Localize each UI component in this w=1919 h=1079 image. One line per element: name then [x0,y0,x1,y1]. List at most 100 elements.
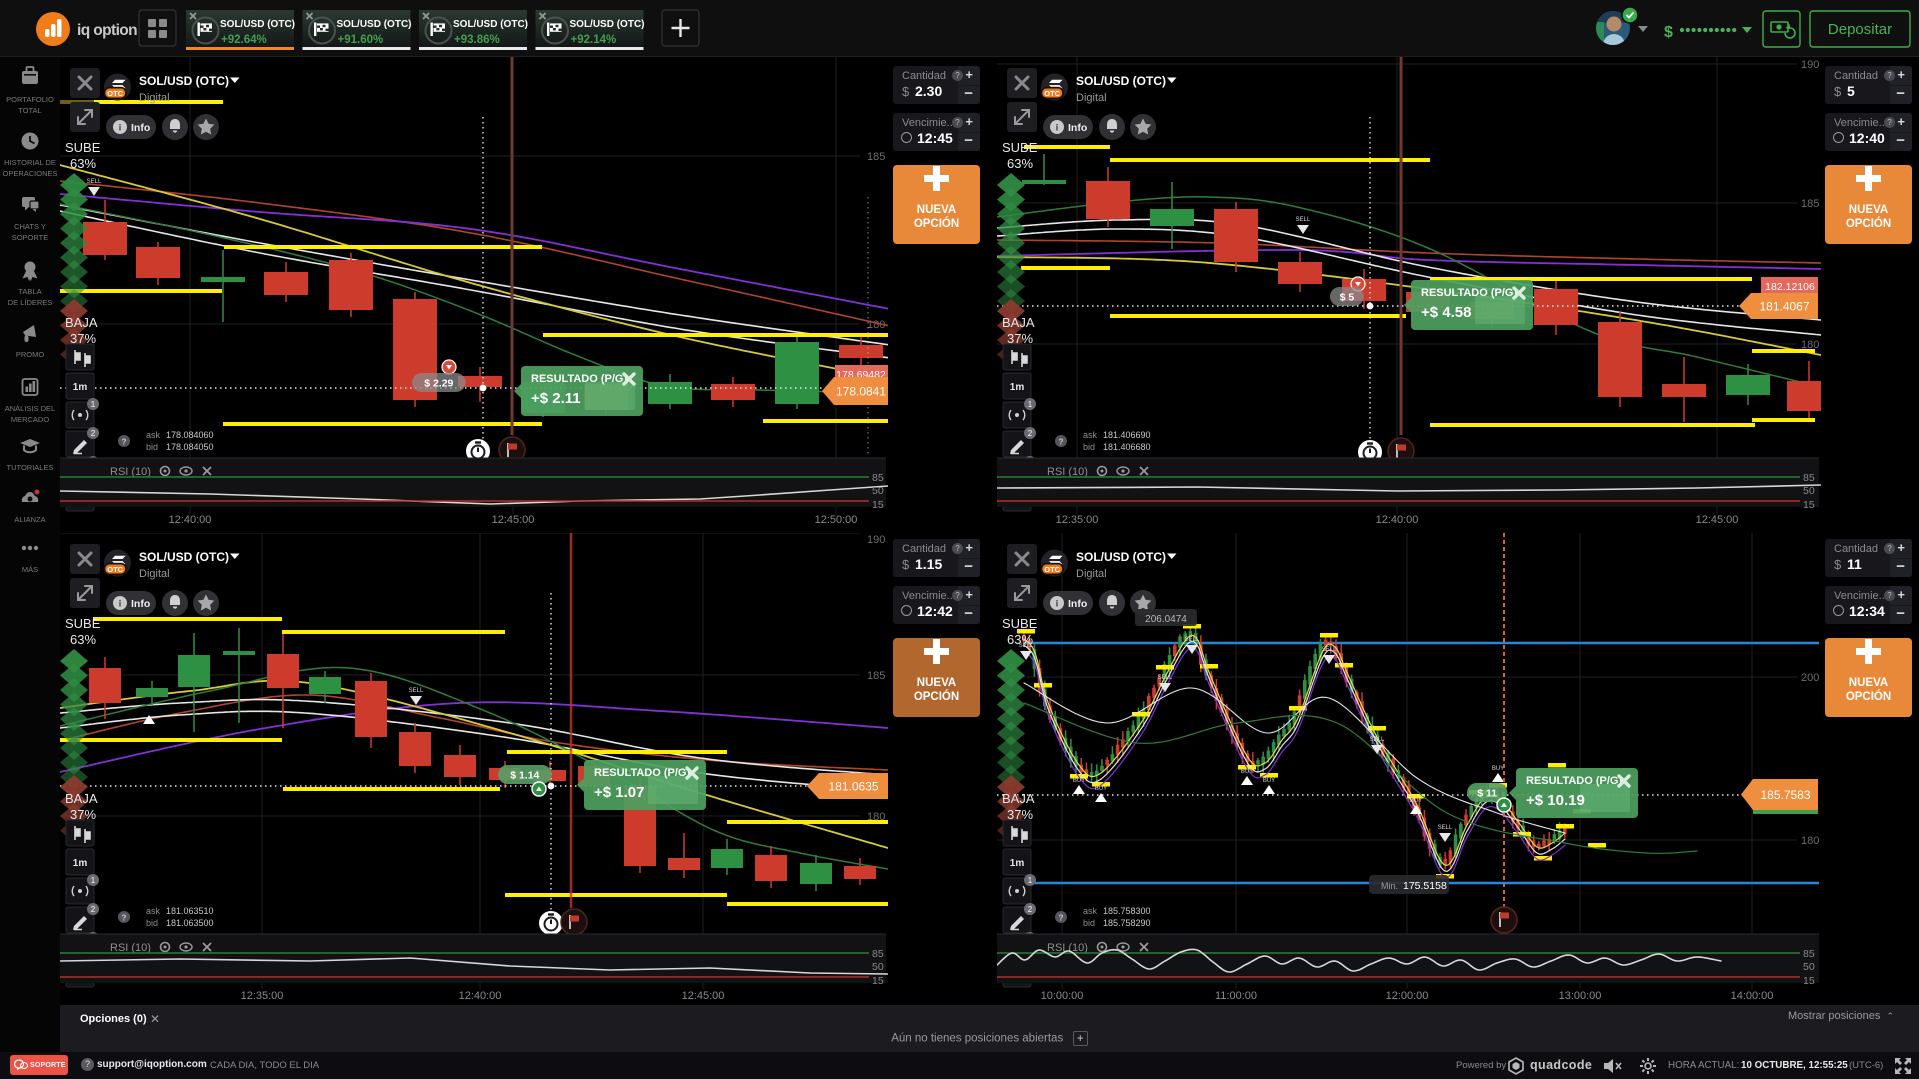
svg-text:63%: 63% [1007,156,1033,171]
svg-text:181.0635: 181.0635 [828,780,878,794]
svg-text:180: 180 [1801,835,1819,847]
svg-text:RESULTADO (P/G): RESULTADO (P/G) [531,373,627,385]
svg-text:1: 1 [91,400,96,409]
svg-text:206.0474: 206.0474 [1145,614,1187,625]
svg-text:37%: 37% [70,807,96,822]
svg-text:ANÁLISIS DEL: ANÁLISIS DEL [5,404,55,413]
svg-text:15: 15 [872,499,884,511]
svg-text:12:40:00: 12:40:00 [459,990,502,1002]
svg-text:BUY: BUY [1410,798,1422,804]
svg-text:12:40:00: 12:40:00 [1376,514,1419,526]
svg-text:SOL/USD (OTC): SOL/USD (OTC) [570,19,645,30]
svg-text:1: 1 [91,876,96,885]
svg-text:Digital: Digital [1076,92,1107,104]
svg-text:BUY: BUY [1073,778,1085,784]
svg-text:SOL/USD (OTC): SOL/USD (OTC) [337,19,412,30]
svg-text:BAJA: BAJA [65,791,98,806]
svg-text:37%: 37% [1007,807,1033,822]
svg-text:50: 50 [872,485,884,497]
svg-text:37%: 37% [1007,331,1033,346]
svg-text:SOL/USD (OTC): SOL/USD (OTC) [1076,74,1166,88]
svg-text:RSI (10): RSI (10) [1047,942,1088,954]
svg-text:1: 1 [1028,876,1033,885]
svg-text:13:00:00: 13:00:00 [1559,990,1602,1002]
svg-text:$ 5: $ 5 [1340,292,1355,304]
svg-text:190: 190 [1801,59,1819,71]
svg-text:12:00:00: 12:00:00 [1386,990,1429,1002]
svg-text:181.406680: 181.406680 [1103,442,1151,452]
svg-text:?: ? [1059,913,1064,922]
svg-text:50: 50 [1803,485,1815,497]
svg-text:BAJA: BAJA [1002,791,1035,806]
svg-text:1m: 1m [73,382,88,393]
svg-text:OTC: OTC [107,565,123,574]
svg-text:185.758300: 185.758300 [1103,906,1151,916]
svg-text:TABLA: TABLA [18,287,41,296]
svg-text:Info: Info [1068,122,1087,134]
svg-text:RSI (10): RSI (10) [110,466,151,478]
svg-text:12:50:00: 12:50:00 [815,514,858,526]
svg-text:SOL/USD (OTC): SOL/USD (OTC) [1076,550,1166,564]
svg-text:12:35:00: 12:35:00 [1056,514,1099,526]
svg-text:i: i [1056,598,1059,608]
svg-text:63%: 63% [1007,632,1033,647]
svg-text:BAJA: BAJA [65,315,98,330]
svg-text:180: 180 [1801,339,1819,351]
svg-text:OTC: OTC [1044,89,1060,98]
svg-text:+93.86%: +93.86% [454,34,500,46]
svg-text:12:45:00: 12:45:00 [492,514,535,526]
svg-text:BAJA: BAJA [1002,315,1035,330]
svg-text:12:45:00: 12:45:00 [682,990,725,1002]
svg-text:ask: ask [146,906,161,916]
svg-text:50: 50 [1803,961,1815,973]
svg-text:SOL/USD (OTC): SOL/USD (OTC) [139,550,229,564]
svg-text:63%: 63% [70,156,96,171]
svg-text:bid: bid [146,918,158,928]
svg-text:190: 190 [867,534,885,546]
svg-text:185.758290: 185.758290 [1103,918,1151,928]
svg-text:Depositar: Depositar [1828,21,1892,38]
svg-text:+$ 4.58: +$ 4.58 [1421,304,1471,321]
svg-text:2: 2 [1028,905,1033,914]
svg-text:$: $ [1664,24,1673,41]
svg-text:MÁS: MÁS [22,565,38,574]
svg-text:TOTAL: TOTAL [18,106,41,115]
svg-text:bid: bid [1083,918,1095,928]
svg-text:SELL: SELL [1158,675,1173,681]
svg-text:PROMO: PROMO [16,350,45,359]
svg-text:SUBE: SUBE [1002,616,1038,631]
svg-text:SELL: SELL [1438,825,1453,831]
svg-text:+$ 10.19: +$ 10.19 [1526,792,1585,809]
svg-text:?: ? [1059,437,1064,446]
svg-text:85: 85 [1803,472,1815,484]
svg-text:10:00:00: 10:00:00 [1041,990,1084,1002]
svg-text:185: 185 [1801,198,1819,210]
svg-text:RSI (10): RSI (10) [1047,466,1088,478]
svg-text:SELL: SELL [1370,737,1385,743]
svg-text:85: 85 [1803,948,1815,960]
svg-text:PORTAFOLIO: PORTAFOLIO [6,95,54,104]
svg-text:178.0841: 178.0841 [836,385,886,399]
svg-text:1: 1 [1028,400,1033,409]
svg-text:2: 2 [1028,429,1033,438]
svg-text:?: ? [122,913,127,922]
svg-text:CHATS Y: CHATS Y [14,222,46,231]
svg-text:i: i [1056,122,1059,132]
svg-text:RESULTADO (P/G): RESULTADO (P/G) [1421,287,1517,299]
svg-text:MERCADO: MERCADO [11,415,50,424]
svg-text:63%: 63% [70,632,96,647]
svg-text:+92.64%: +92.64% [221,34,267,46]
svg-text:14:00:00: 14:00:00 [1731,990,1774,1002]
svg-text:Digital: Digital [139,568,170,580]
svg-text:RESULTADO (P/G): RESULTADO (P/G) [1526,775,1622,787]
svg-text:+91.60%: +91.60% [338,34,384,46]
svg-text:11:00:00: 11:00:00 [1215,990,1257,1002]
svg-text:Info: Info [1068,598,1087,610]
svg-text:SELL: SELL [1185,637,1200,643]
svg-text:RESULTADO (P/G): RESULTADO (P/G) [594,767,690,779]
svg-text:Info: Info [131,122,150,134]
svg-text:OTC: OTC [1044,565,1060,574]
svg-text:50: 50 [872,961,884,973]
svg-text:ask: ask [146,430,161,440]
svg-text:15: 15 [1803,975,1815,987]
